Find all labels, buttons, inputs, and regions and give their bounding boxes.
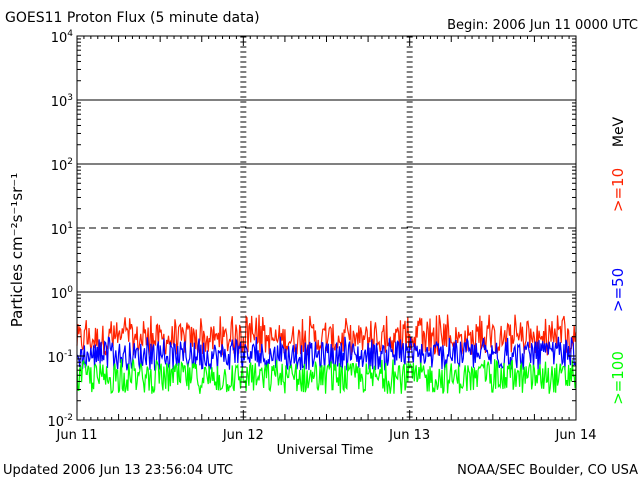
y-tick-base: 10 — [47, 415, 64, 430]
series-line-3 — [76, 358, 577, 394]
x-axis-label: Universal Time — [277, 443, 374, 458]
chart-title: GOES11 Proton Flux (5 minute data) — [5, 10, 260, 26]
legend: MeV >=10 >=50 >=100 — [609, 116, 627, 404]
y-tick-base: 10 — [47, 351, 64, 366]
y-tick-base: 10 — [51, 95, 68, 110]
source-credit: NOAA/SEC Boulder, CO USA — [457, 463, 638, 478]
x-tick-label: Jun 13 — [388, 428, 430, 443]
y-tick-label: 102 — [51, 157, 73, 174]
y-tick-exponent: -2 — [64, 413, 73, 423]
y-tick-base: 10 — [51, 287, 68, 302]
x-tick-label: Jun 11 — [56, 428, 98, 443]
updated-timestamp: Updated 2006 Jun 13 23:56:04 UTC — [3, 463, 233, 478]
y-tick-label: 100 — [51, 285, 74, 302]
y-tick-exponent: 3 — [67, 93, 73, 103]
legend-entry: >=50 — [609, 268, 627, 312]
y-tick-label: 101 — [51, 221, 73, 238]
y-tick-label: 103 — [51, 93, 73, 110]
series-line-1 — [76, 314, 577, 357]
y-tick-exponent: -1 — [64, 349, 73, 359]
x-tick-label: Jun 12 — [222, 428, 264, 443]
legend-entry: >=10 — [609, 168, 627, 212]
y-tick-label: 104 — [51, 29, 74, 46]
legend-unit: MeV — [611, 116, 627, 147]
y-tick-exponent: 1 — [67, 221, 73, 231]
y-tick-exponent: 0 — [67, 285, 73, 295]
y-tick-label: 10-1 — [47, 349, 73, 366]
y-tick-label: 10-2 — [47, 413, 73, 430]
y-tick-exponent: 2 — [67, 157, 73, 167]
begin-label: Begin: 2006 Jun 11 0000 UTC — [447, 18, 638, 33]
y-tick-base: 10 — [51, 31, 68, 46]
y-tick-base: 10 — [51, 159, 68, 174]
y-tick-exponent: 4 — [67, 29, 73, 39]
y-axis-label: Particles cm⁻²s⁻¹sr⁻¹ — [8, 173, 26, 327]
legend-entry: >=100 — [609, 351, 627, 405]
grid-layer — [77, 36, 576, 418]
series-line-2 — [76, 336, 577, 372]
y-tick-base: 10 — [51, 223, 68, 238]
series-layer — [76, 314, 577, 394]
x-tick-label: Jun 14 — [555, 428, 597, 443]
